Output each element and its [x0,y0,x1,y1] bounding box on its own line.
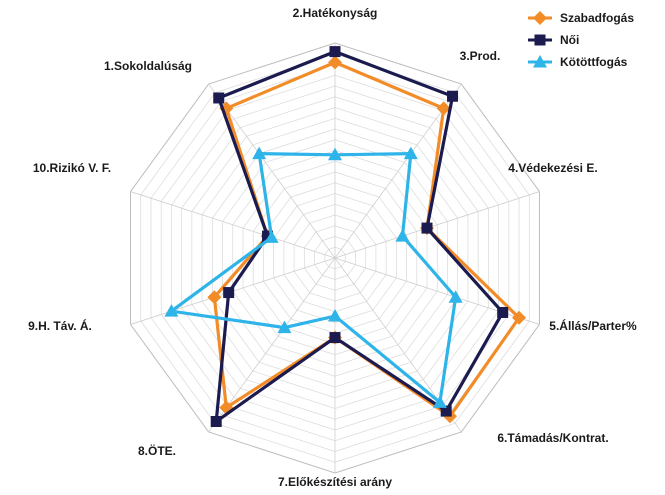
grid-spoke [334,191,540,259]
data-point [277,320,292,334]
data-point [329,46,341,58]
data-point [329,332,341,344]
data-point [328,309,342,322]
data-point [436,101,451,116]
axis-label: 8.ÖTE. [138,443,176,458]
data-point [447,90,459,102]
axis-label: 2.Hatékonyság [293,6,378,20]
legend-marker [534,34,546,46]
axis-label: 1.Sokoldalúság [104,59,192,73]
data-point [421,222,433,234]
data-point [512,310,527,325]
data-point [448,290,463,303]
axis-label: 4.Védekezési E. [508,161,597,175]
data-point [210,416,222,428]
data-point [432,395,447,408]
data-point [252,146,267,160]
legend: Szabadfogás Női Kötöttfogás [528,11,634,69]
data-point [264,230,279,243]
axis-label: 3.Prod. [460,49,501,63]
axis-labels: 1.Sokoldalúság 2.Hatékonyság 3.Prod. 4.Véde… [28,6,637,489]
data-point [223,287,235,299]
data-point [497,306,509,318]
axis-label: 9.H. Táv. Á. [28,318,92,333]
data-point [164,304,179,317]
data-point [403,146,418,160]
legend-item: Kötöttfogás [528,55,628,69]
grid-spoke [334,83,462,259]
grid-spoke [208,257,336,433]
data-point [328,55,342,70]
legend-label: Kötöttfogás [560,55,628,69]
axis-label: 6.Támadás/Kontrat. [497,431,608,445]
data-point [262,230,274,242]
series-line [214,49,505,425]
legend-label: Szabadfogás [560,11,634,25]
grid-spoke [130,191,336,259]
legend-item: Szabadfogás [528,11,634,25]
series-layer [164,46,527,428]
series-3 [164,146,463,408]
legend-marker [533,55,547,68]
axis-label: 7.Előkészítési arány [278,475,392,489]
data-point [395,229,410,242]
radar-grid [130,42,540,474]
legend-item: Női [528,33,579,47]
data-point [328,147,342,161]
grid-spoke [208,83,336,259]
legend-marker [533,11,547,25]
data-point [207,290,222,305]
axis-label: 10.Rizikó V. F. [33,161,111,175]
data-point [440,405,452,417]
series-2 [210,46,509,428]
legend-label: Női [560,33,579,47]
axis-label: 5.Állás/Parter% [549,318,637,333]
data-point [213,92,225,104]
